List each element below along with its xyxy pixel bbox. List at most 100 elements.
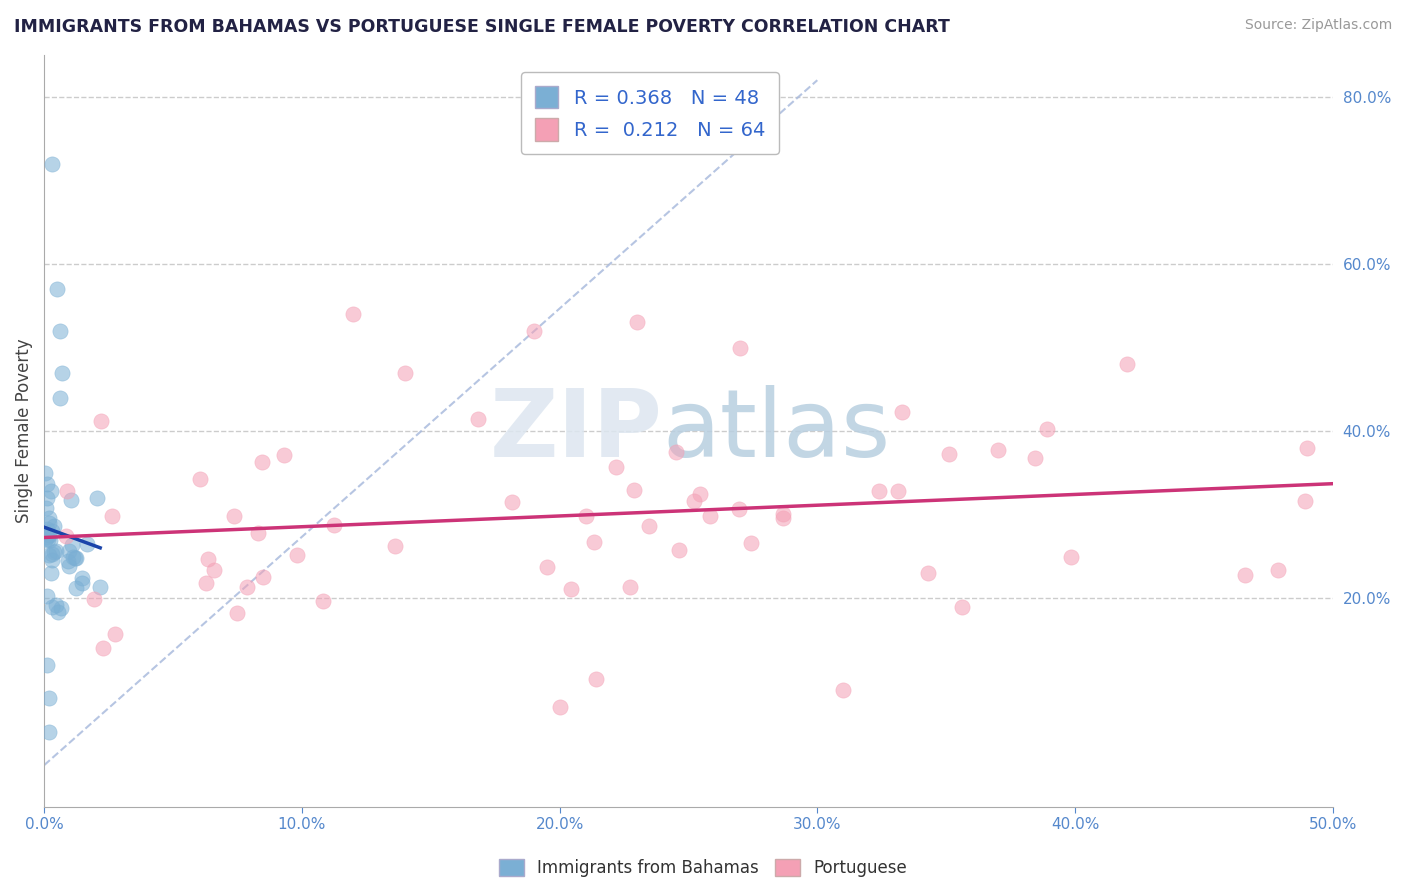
Point — [560, 582, 582, 596]
Point — [583, 534, 606, 549]
Point — [48, 605, 70, 619]
Point — [689, 487, 711, 501]
Point — [950, 599, 973, 614]
Point — [938, 447, 960, 461]
Point — [188, 472, 211, 486]
Point — [35, 477, 58, 491]
Point — [638, 519, 661, 533]
Point — [312, 593, 335, 607]
Point — [39, 533, 62, 547]
Point — [56, 554, 79, 568]
Point — [1296, 441, 1319, 455]
Point — [250, 455, 273, 469]
Point — [62, 550, 84, 565]
Point — [523, 324, 546, 338]
Point — [90, 414, 112, 428]
Point — [76, 537, 98, 551]
Point — [91, 640, 114, 655]
Point — [740, 536, 762, 550]
Point — [41, 553, 63, 567]
Point — [1036, 422, 1059, 436]
Point — [41, 157, 63, 171]
Point — [585, 672, 607, 686]
Text: atlas: atlas — [662, 385, 891, 477]
Point — [772, 511, 794, 525]
Point — [60, 492, 83, 507]
Point — [83, 592, 105, 607]
Point — [65, 581, 87, 595]
Point — [890, 405, 912, 419]
Point — [394, 366, 416, 380]
Point — [887, 483, 910, 498]
Point — [273, 448, 295, 462]
Point — [72, 571, 94, 585]
Point — [60, 538, 83, 552]
Point — [58, 558, 80, 573]
Point — [728, 341, 751, 355]
Point — [42, 545, 65, 559]
Point — [86, 491, 108, 505]
Point — [39, 566, 62, 581]
Point — [226, 607, 249, 621]
Y-axis label: Single Female Poverty: Single Female Poverty — [15, 339, 32, 524]
Point — [548, 699, 571, 714]
Point — [89, 581, 111, 595]
Point — [202, 563, 225, 577]
Point — [37, 522, 59, 536]
Point — [41, 548, 63, 562]
Point — [1294, 494, 1316, 508]
Point — [41, 600, 63, 615]
Point — [35, 657, 58, 672]
Point — [44, 544, 66, 558]
Point — [48, 324, 70, 338]
Point — [772, 507, 794, 521]
Point — [1267, 563, 1289, 577]
Point — [222, 508, 245, 523]
Point — [104, 626, 127, 640]
Point — [51, 366, 73, 380]
Point — [56, 483, 79, 498]
Point — [65, 551, 87, 566]
Point — [1115, 357, 1137, 371]
Point — [235, 580, 257, 594]
Point — [39, 484, 62, 499]
Point — [45, 598, 67, 612]
Point — [683, 493, 706, 508]
Point — [342, 307, 364, 321]
Text: ZIP: ZIP — [489, 385, 662, 477]
Point — [38, 511, 60, 525]
Text: IMMIGRANTS FROM BAHAMAS VS PORTUGUESE SINGLE FEMALE POVERTY CORRELATION CHART: IMMIGRANTS FROM BAHAMAS VS PORTUGUESE SI… — [14, 18, 950, 36]
Point — [501, 495, 523, 509]
Point — [1024, 450, 1046, 465]
Point — [384, 539, 406, 553]
Point — [38, 548, 60, 562]
Point — [63, 551, 86, 566]
Point — [37, 532, 59, 546]
Point — [619, 580, 641, 594]
Point — [917, 566, 939, 580]
Point — [285, 548, 308, 562]
Point — [195, 576, 218, 591]
Point — [623, 483, 645, 497]
Point — [197, 552, 219, 566]
Point — [44, 519, 66, 533]
Point — [70, 576, 93, 591]
Point — [536, 560, 558, 574]
Point — [58, 544, 80, 558]
Point — [38, 724, 60, 739]
Point — [35, 589, 58, 603]
Legend: R = 0.368   N = 48, R =  0.212   N = 64: R = 0.368 N = 48, R = 0.212 N = 64 — [522, 72, 779, 154]
Point — [247, 526, 270, 541]
Point — [38, 528, 60, 542]
Point — [55, 529, 77, 543]
Point — [575, 509, 598, 524]
Point — [35, 530, 58, 544]
Point — [728, 502, 751, 516]
Point — [41, 524, 63, 539]
Point — [665, 445, 688, 459]
Point — [46, 282, 69, 296]
Point — [626, 316, 648, 330]
Point — [38, 516, 60, 531]
Point — [668, 542, 690, 557]
Point — [467, 411, 489, 425]
